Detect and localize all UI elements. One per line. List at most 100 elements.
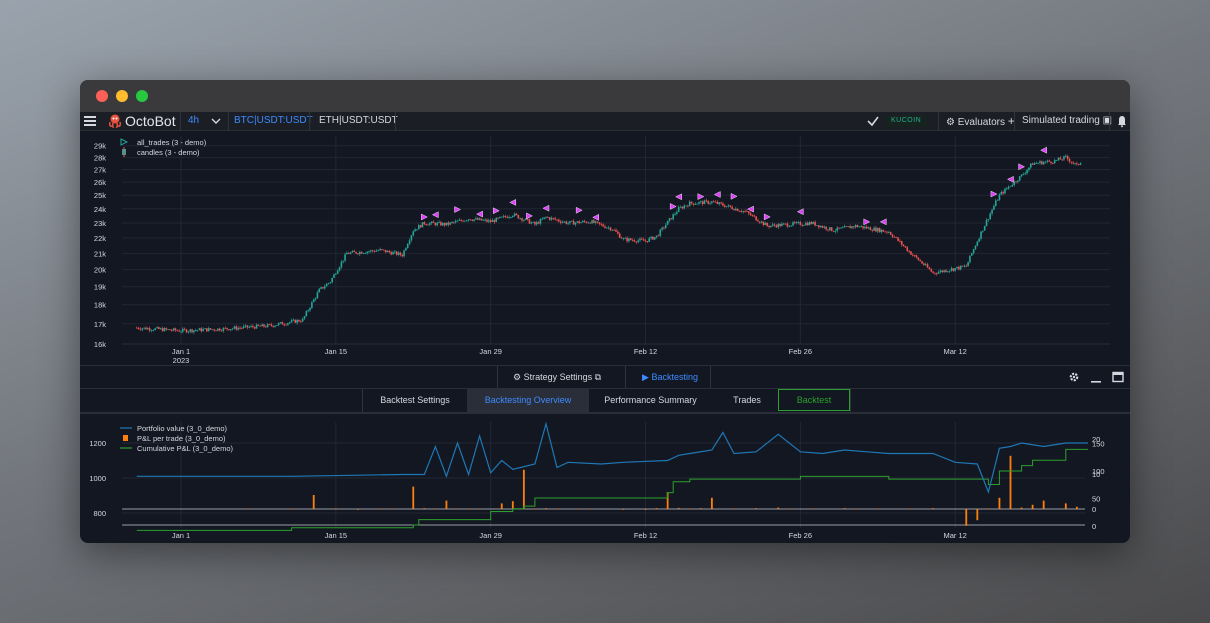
brand-name[interactable]: OctoBot	[125, 113, 176, 129]
pnl-bar	[1009, 455, 1012, 509]
candle	[187, 330, 190, 334]
trade-marker	[493, 207, 500, 215]
candle	[158, 326, 160, 330]
candle	[311, 301, 313, 309]
candle	[294, 319, 297, 324]
trade-marker	[1040, 146, 1047, 154]
y-tick-label: 28k	[94, 153, 106, 162]
candle	[427, 223, 429, 226]
candle	[322, 287, 324, 290]
candle	[723, 203, 726, 208]
candle	[629, 237, 632, 241]
candle	[1002, 190, 1004, 196]
candle	[499, 216, 501, 219]
candle	[172, 327, 175, 332]
candle	[600, 222, 603, 227]
candle	[963, 264, 966, 268]
pnl-bar	[522, 469, 525, 509]
timeframe-select[interactable]: 4h	[188, 115, 200, 126]
y-right-tick-label: 150	[1092, 440, 1105, 449]
candle	[147, 327, 149, 330]
candle	[631, 238, 634, 242]
exchange-badge[interactable]: KUCOIN	[886, 115, 927, 127]
candle	[687, 204, 689, 208]
tab-backtest[interactable]: Backtest	[778, 389, 850, 411]
candle	[582, 219, 584, 223]
candle	[200, 326, 203, 333]
pnl-bar	[843, 508, 846, 509]
candle	[1046, 159, 1049, 164]
candle	[309, 307, 311, 313]
tab-backtest-settings[interactable]: Backtest Settings	[380, 395, 450, 405]
candle	[292, 318, 295, 322]
candle	[958, 265, 960, 271]
simulated-trading-button[interactable]: Simulated trading ▣	[1022, 112, 1112, 130]
pnl-bar	[965, 509, 968, 526]
candle	[231, 327, 234, 331]
tab-trades[interactable]: Trades	[733, 395, 761, 405]
candle	[771, 222, 774, 227]
tab-backtesting-overview[interactable]: Backtesting Overview	[467, 389, 589, 412]
candle	[346, 251, 348, 255]
candle	[550, 216, 553, 222]
bell-icon[interactable]	[1117, 112, 1127, 130]
chevron-down-icon[interactable]	[210, 112, 222, 130]
candle	[830, 227, 833, 232]
tab-performance-summary[interactable]: Performance Summary	[604, 395, 697, 405]
candle	[615, 228, 617, 232]
evaluators-button[interactable]: ⚙ Evaluators +	[946, 112, 1015, 130]
backtesting-tabs: Backtest Settings Backtesting Overview P…	[80, 389, 1130, 414]
close-window-button[interactable]	[96, 90, 108, 102]
trade-marker	[431, 211, 439, 219]
pnl-bar	[1031, 504, 1034, 509]
divider	[228, 112, 229, 131]
minimize-icon[interactable]	[1090, 371, 1102, 383]
candle	[268, 323, 271, 326]
candle	[441, 222, 444, 227]
candle	[561, 220, 564, 224]
maximize-window-button[interactable]	[136, 90, 148, 102]
candle	[716, 200, 719, 205]
candle	[661, 226, 663, 232]
candle	[797, 220, 800, 225]
candle	[983, 225, 986, 231]
candle	[851, 226, 853, 230]
pnl-bar	[467, 508, 470, 510]
maximize-icon[interactable]	[1112, 371, 1124, 383]
candle	[912, 252, 914, 257]
candle	[1004, 187, 1006, 195]
pair-tab-btc[interactable]: BTC|USDT:USDT	[234, 115, 313, 126]
candle	[935, 272, 938, 276]
candle	[329, 281, 332, 285]
candle	[261, 323, 263, 327]
candle	[712, 199, 715, 203]
candle	[349, 251, 352, 255]
candle	[967, 261, 969, 267]
pnl-bar	[445, 500, 448, 509]
menu-icon[interactable]	[84, 112, 96, 130]
minimize-window-button[interactable]	[116, 90, 128, 102]
x-tick-label: Mar 12	[944, 347, 967, 356]
gear-icon[interactable]	[1068, 371, 1080, 383]
candle	[760, 220, 763, 224]
candle	[915, 254, 918, 259]
pair-tab-eth[interactable]: ETH|USDT:USDT	[319, 115, 398, 126]
candle	[856, 224, 859, 228]
candle	[917, 257, 920, 261]
plus-icon: +	[1007, 114, 1015, 128]
candle	[816, 225, 818, 227]
pnl-bar	[357, 509, 359, 510]
cogs-icon: ⚙	[513, 372, 522, 382]
candle	[781, 221, 783, 227]
play-icon: ▶	[642, 372, 649, 382]
price-chart[interactable]: 16k 17k 18k 19k 20k 21k 22k 23k 24k 25k 26k 27k 28k 2…	[80, 132, 1130, 364]
strategy-settings-button[interactable]: ⚙ Strategy Settings ⧉	[513, 366, 601, 388]
candle	[692, 203, 695, 207]
pnl-bar	[788, 508, 791, 510]
candle	[202, 327, 204, 332]
backtesting-button[interactable]: ▶ Backtesting	[642, 366, 698, 388]
candle	[539, 217, 542, 226]
candle	[375, 248, 378, 252]
candle	[720, 201, 722, 205]
